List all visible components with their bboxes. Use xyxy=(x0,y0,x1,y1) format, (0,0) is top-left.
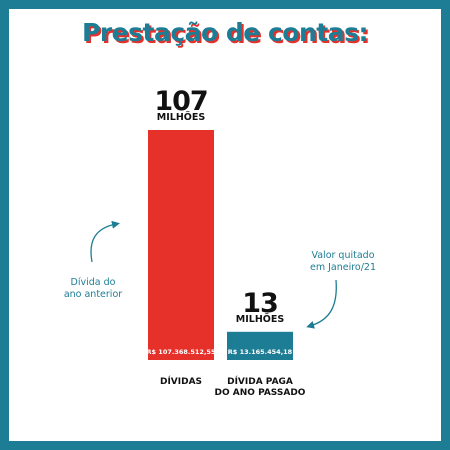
category-label-2-line-1: DÍVIDA PAGA xyxy=(227,375,293,387)
note-previous-year-debt: Dívida do ano anterior xyxy=(38,277,148,301)
note-paid-january: Valor quitado em Janeiro/21 xyxy=(288,250,398,274)
bar-1 xyxy=(148,130,214,360)
category-label-1-line-1: DÍVIDAS xyxy=(160,375,202,387)
category-label-2-line-2: DO ANO PASSADO xyxy=(215,388,306,398)
arrow-left-icon xyxy=(90,220,120,263)
page-title: Prestação de contas: xyxy=(82,18,368,47)
headline-unit-1: MILHÕES xyxy=(157,111,206,123)
note-left-line1: Dívida do xyxy=(70,277,116,288)
bar-value-label-2: R$ 13.165.454,18 xyxy=(228,348,293,356)
note-left-line2: ano anterior xyxy=(63,289,123,300)
bar-2 xyxy=(227,331,293,360)
headline-unit-2: MILHÕES xyxy=(236,313,285,325)
note-right-line1: Valor quitado xyxy=(311,250,375,261)
headline-number-1: 107 xyxy=(154,86,207,117)
bar-value-label-1: R$ 107.368.512,55 xyxy=(147,348,216,356)
arrow-right-icon xyxy=(306,279,337,329)
headline-number-2: 13 xyxy=(242,288,278,319)
note-right-line2: em Janeiro/21 xyxy=(309,262,377,273)
